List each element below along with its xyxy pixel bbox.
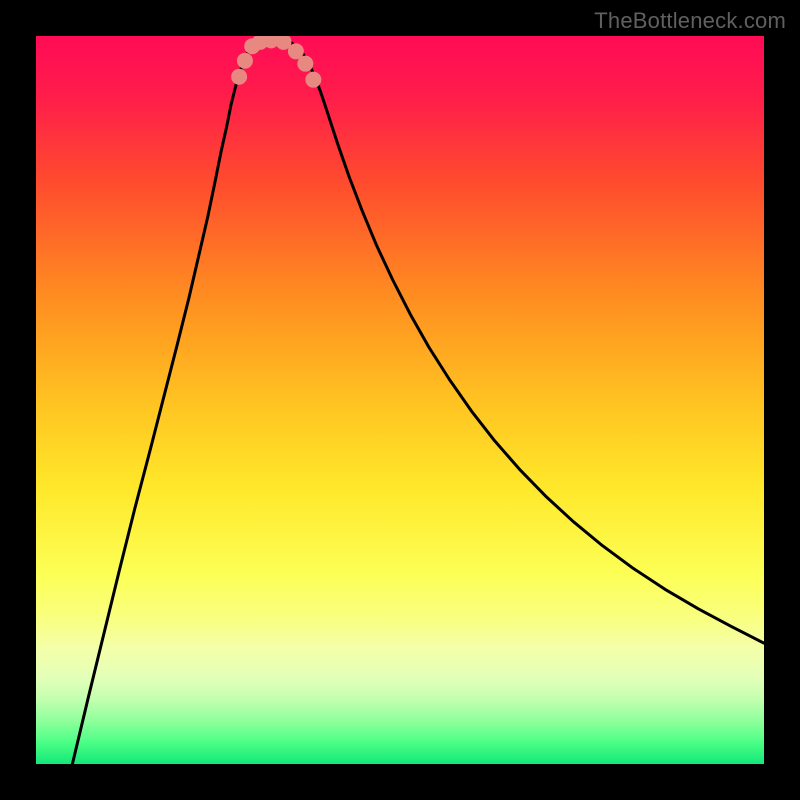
curve-layer <box>36 36 764 764</box>
watermark-text: TheBottleneck.com <box>594 8 786 34</box>
chart-frame: TheBottleneck.com <box>0 0 800 800</box>
marker-dot <box>288 44 303 59</box>
marker-dot <box>298 56 313 71</box>
marker-dot <box>276 36 291 49</box>
bottleneck-curve <box>72 37 764 764</box>
plot-area <box>36 36 764 764</box>
marker-dot <box>306 72 321 87</box>
marker-dot <box>232 69 247 84</box>
marker-dot <box>237 53 252 68</box>
